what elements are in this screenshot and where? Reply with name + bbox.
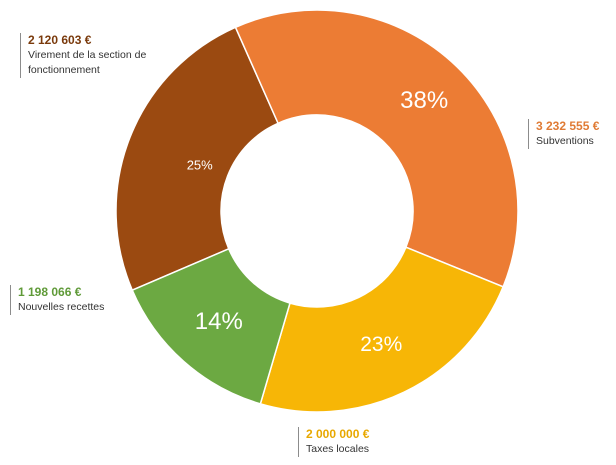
callout-label: Nouvelles recettes [18, 301, 105, 313]
percent-label: 14% [195, 308, 243, 335]
callout-amount: 1 198 066 € [18, 285, 82, 299]
callout-virement: 2 120 603 € Virement de la section de fo… [20, 33, 178, 78]
callout-label: Taxes locales [306, 443, 370, 455]
callout-label: Virement de la section de fonctionnement [28, 49, 147, 76]
donut-slice [131, 247, 291, 405]
callout-amount: 3 232 555 € [536, 119, 600, 133]
donut-slice [259, 246, 505, 413]
donut-slice [115, 26, 280, 292]
percent-label: 25% [187, 157, 213, 172]
callout-nouvelles-recettes: 1 198 066 € Nouvelles recettes [10, 285, 104, 315]
callout-amount: 2 000 000 € [306, 427, 370, 441]
percent-label: 23% [360, 333, 402, 356]
donut-slices [115, 9, 519, 413]
callout-subventions: 3 232 555 € Subventions [528, 119, 599, 149]
percent-label: 38% [400, 87, 448, 114]
donut-slice [234, 9, 519, 288]
percent-labels: 25% 38% 23% 14% [187, 87, 449, 356]
callout-amount: 2 120 603 € [28, 33, 92, 47]
callout-taxes-locales: 2 000 000 € Taxes locales [298, 427, 369, 457]
callout-label: Subventions [536, 135, 594, 147]
